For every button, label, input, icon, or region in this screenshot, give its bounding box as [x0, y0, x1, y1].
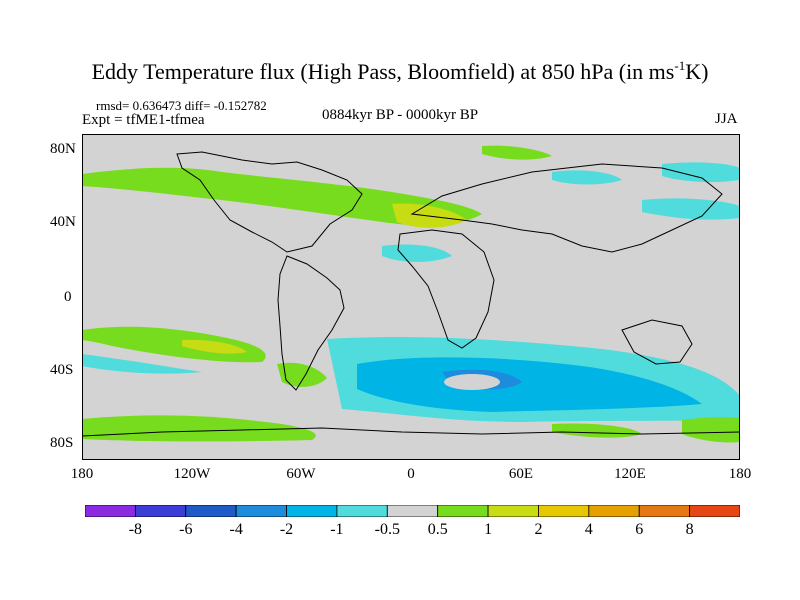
colorbar-swatch — [185, 505, 237, 517]
colorbar-swatch — [235, 505, 287, 517]
colorbar-tick-label: -4 — [229, 521, 243, 538]
colorbar-tick-label: -8 — [128, 521, 143, 538]
southern-ocean-negative-core — [357, 357, 702, 412]
siberia-negative — [552, 170, 622, 185]
x-tick-label: 120W — [173, 466, 211, 482]
colorbar-swatch — [487, 505, 539, 517]
colorbar-tick-label: -6 — [179, 521, 193, 538]
y-tick-label: 80N — [50, 141, 76, 157]
colorbar-tick-label: -0.5 — [374, 521, 400, 538]
y-tick-label: 40N — [50, 214, 76, 230]
x-tick-label: 180 — [728, 466, 752, 482]
south-pacific-positive-core — [182, 339, 247, 354]
map-border — [82, 134, 740, 460]
colorbar-tick-label: 0.5 — [427, 521, 448, 538]
colorbar-swatch — [638, 505, 691, 517]
x-tick-label: 60W — [286, 466, 316, 482]
colorbar-swatch — [134, 505, 187, 517]
colorbar-tick-label: 6 — [635, 521, 644, 538]
coastlines — [82, 151, 740, 437]
south-pacific-positive — [82, 326, 266, 363]
y-tick-label: 0 — [64, 289, 72, 305]
north-pacific-positive — [192, 174, 277, 193]
antarctic-positive-center — [552, 423, 642, 438]
flux-contours — [82, 145, 740, 443]
colorbar-swatch — [689, 505, 740, 517]
south-atlantic-gap — [444, 374, 500, 390]
x-tick-label: 0 — [407, 466, 415, 482]
south-pacific-negative — [82, 354, 202, 374]
colorbar-tick-label: 8 — [685, 521, 694, 538]
eurasia-coast — [410, 163, 723, 253]
colorbar-swatch — [85, 505, 136, 517]
x-tick-label: 180 — [70, 466, 94, 482]
title-end-text: K) — [685, 59, 709, 84]
title-main-text: Eddy Temperature flux (High Pass, Bloomf… — [91, 59, 675, 84]
antarctic-positive-west — [82, 415, 316, 442]
colorbar — [85, 505, 740, 517]
north-pacific-east-negative — [662, 162, 740, 183]
colorbar-swatch — [437, 505, 489, 517]
colorbar-swatch — [538, 505, 590, 517]
stats-text: rmsd= 0.636473 diff= -0.152782 — [96, 98, 267, 113]
antarctic-positive-east — [682, 417, 740, 443]
north-atlantic-positive — [82, 167, 482, 226]
map-plot — [82, 134, 740, 460]
y-tick-label: 80S — [50, 435, 74, 451]
x-tick-label: 60E — [508, 466, 534, 482]
colorbar-swatch — [286, 505, 338, 517]
south-america-positive — [277, 362, 327, 387]
colorbar-tick-label: -2 — [279, 521, 294, 538]
kuroshio-negative — [642, 198, 740, 220]
colorbar-swatch — [588, 505, 640, 517]
colorbar-tick-label: 1 — [484, 521, 493, 538]
australia-coast — [621, 319, 693, 365]
title-superscript: -1 — [674, 58, 686, 73]
antarctica-coast — [82, 427, 740, 437]
south-america-coast — [277, 255, 345, 391]
experiment-label: Expt = tfME1-tfmea — [82, 112, 205, 128]
colorbar-tick-label: 4 — [584, 521, 593, 538]
north-america-coast — [176, 151, 363, 253]
arctic-positive — [482, 145, 552, 160]
y-tick-label: 40S — [50, 362, 74, 378]
colorbar-swatch — [386, 505, 439, 517]
chart-title: Eddy Temperature flux (High Pass, Bloomf… — [0, 58, 800, 85]
colorbar-tick-label: -1 — [330, 521, 344, 538]
season-label: JJA — [715, 111, 738, 127]
x-tick-label: 120E — [614, 466, 646, 482]
north-africa-negative — [382, 244, 452, 262]
period-label: 0884kyr BP - 0000kyr BP — [322, 107, 479, 123]
africa-coast — [397, 229, 495, 349]
colorbar-swatch — [336, 505, 388, 517]
colorbar-tick-label: 2 — [534, 521, 543, 538]
